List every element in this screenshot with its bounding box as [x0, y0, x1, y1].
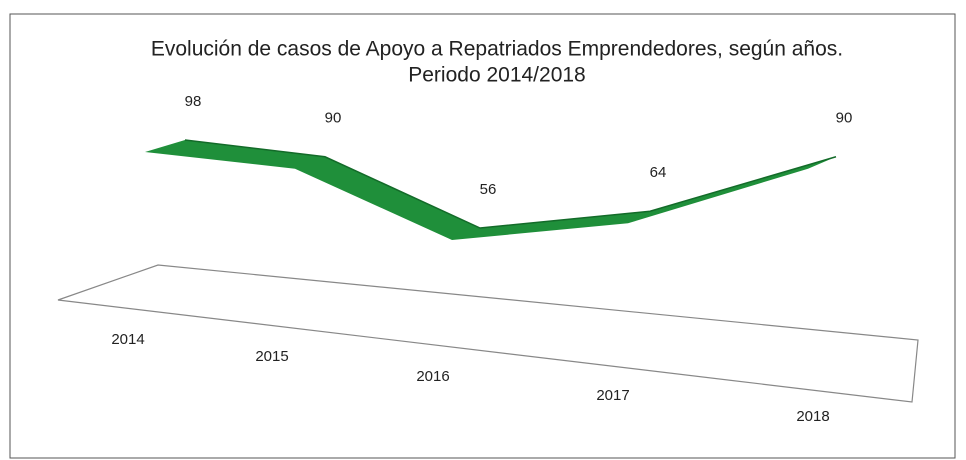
data-label: 56 — [480, 181, 497, 198]
x-tick-label: 2016 — [416, 368, 449, 385]
x-tick-label: 2018 — [796, 408, 829, 425]
x-tick-label: 2017 — [596, 387, 629, 404]
data-label: 90 — [836, 110, 853, 127]
x-tick-label: 2015 — [255, 348, 288, 365]
floor — [57, 264, 919, 403]
data-label: 90 — [325, 110, 342, 127]
data-label: 98 — [185, 93, 202, 110]
chart-subtitle: Periodo 2014/2018 — [408, 64, 586, 87]
chart-title: Evolución de casos de Apoyo a Repatriado… — [151, 38, 843, 61]
line-series — [184, 139, 837, 229]
line-ribbon — [145, 140, 836, 240]
x-tick-label: 2014 — [111, 331, 144, 348]
data-label: 64 — [650, 164, 667, 181]
